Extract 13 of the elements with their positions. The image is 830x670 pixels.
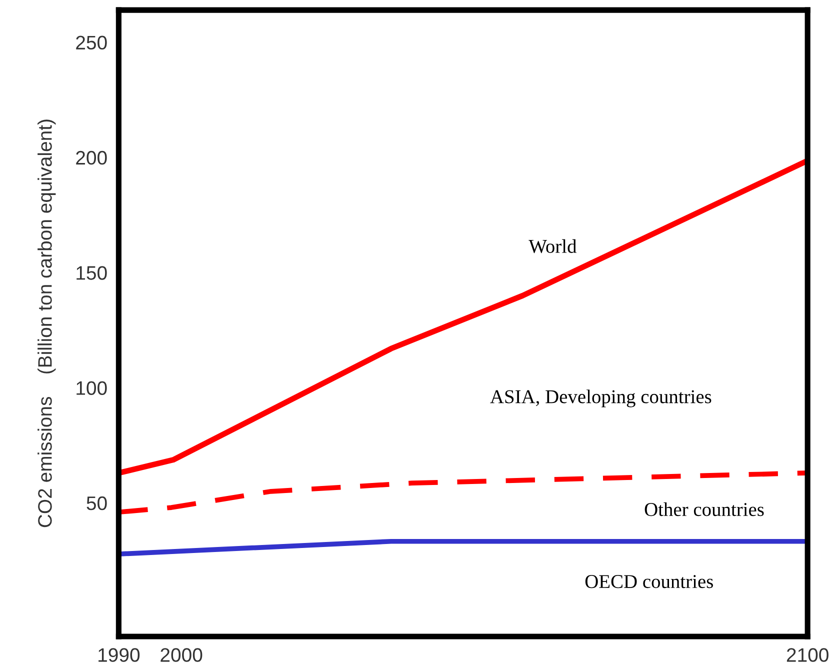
annotation: Other countries	[644, 502, 764, 516]
annotation: ASIA, Developing countries	[490, 390, 712, 408]
y-tick-label: 200	[76, 150, 107, 165]
x-tick-label: 1990	[98, 648, 140, 662]
y-axis-title: CO2 emissions (Billion ton carbon equivalent)	[38, 120, 56, 528]
x-tick-label: 2000	[160, 648, 202, 662]
annotation: OECD countries	[585, 575, 713, 588]
x-tick-label: 2100	[786, 648, 828, 662]
y-tick-label: 100	[76, 381, 107, 395]
y-tick-label: 150	[76, 266, 107, 280]
y-tick-label: 250	[76, 36, 107, 50]
annotation: World	[528, 239, 577, 254]
y-tick-label: 50	[86, 496, 107, 510]
